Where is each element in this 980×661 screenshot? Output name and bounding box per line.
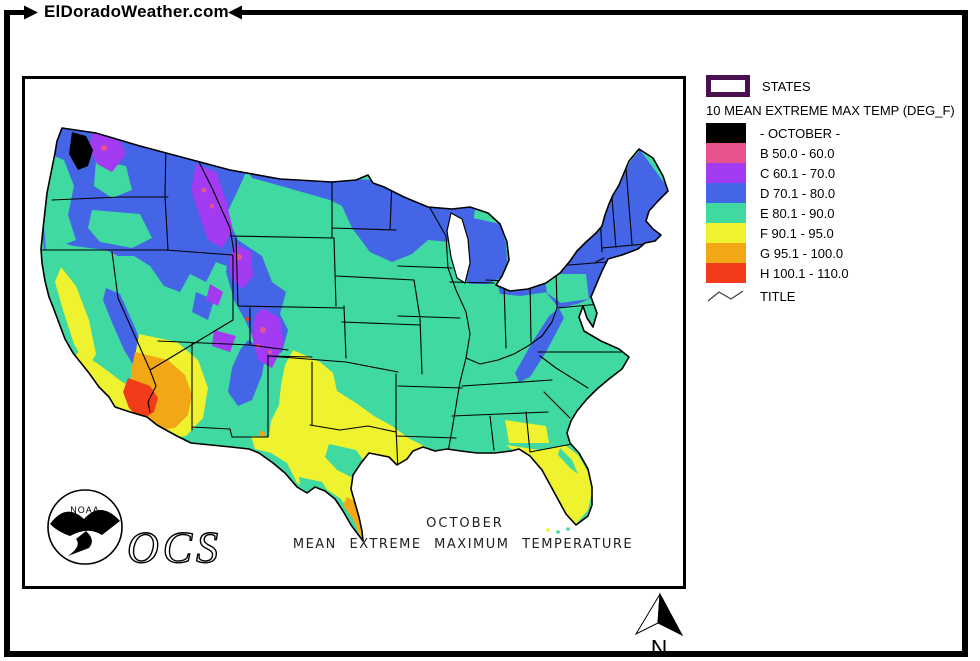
- legend-label: H 100.1 - 110.0: [760, 265, 849, 281]
- legend-label: F 90.1 - 95.0: [760, 225, 834, 241]
- noaa-logo-text: NOAA: [70, 505, 100, 515]
- caption-month: OCTOBER: [426, 516, 504, 531]
- site-title: ElDoradoWeather.com: [40, 1, 233, 23]
- legend-swatch: [706, 263, 746, 283]
- legend-swatch: [706, 183, 746, 203]
- map-frame: OCTOBER MEAN EXTREME MAXIMUM TEMPERATURE…: [22, 76, 686, 589]
- legend-swatch: [706, 203, 746, 223]
- legend-label: D 70.1 - 80.0: [760, 185, 836, 201]
- north-label: N: [651, 635, 668, 661]
- legend-layer-title: 10 MEAN EXTREME MAX TEMP (DEG_F): [706, 103, 955, 118]
- legend-title-label: TITLE: [760, 288, 796, 304]
- north-arrow: N: [634, 592, 684, 661]
- legend-states-row: STATES: [706, 74, 978, 98]
- temperature-layer: [41, 128, 668, 541]
- noaa-logo: NOAA: [47, 489, 123, 565]
- legend-swatch: [706, 123, 746, 143]
- legend-label: C 60.1 - 70.0: [760, 165, 836, 181]
- legend-row: G 95.1 - 100.0: [706, 243, 978, 263]
- great-lakes: [446, 212, 471, 284]
- legend-row: B 50.0 - 60.0: [706, 143, 978, 163]
- legend-title-row: TITLE: [706, 285, 978, 307]
- legend-swatch: [706, 223, 746, 243]
- noaa-bird-tail-icon: [68, 531, 92, 556]
- legend-swatch: [706, 163, 746, 183]
- legend-label: B 50.0 - 60.0: [760, 145, 835, 161]
- legend-label: - OCTOBER -: [760, 125, 840, 141]
- legend-row: E 80.1 - 90.0: [706, 203, 978, 223]
- legend-swatch: [706, 143, 746, 163]
- legend-panel: STATES 10 MEAN EXTREME MAX TEMP (DEG_F) …: [706, 74, 978, 307]
- legend-swatch: [706, 243, 746, 263]
- legend-label: G 95.1 - 100.0: [760, 245, 844, 261]
- map-caption: OCTOBER MEAN EXTREME MAXIMUM TEMPERATURE: [293, 516, 633, 552]
- states-label: STATES: [762, 78, 811, 94]
- legend-label: E 80.1 - 90.0: [760, 205, 835, 221]
- us-outline: [40, 127, 669, 542]
- legend-row: F 90.1 - 95.0: [706, 223, 978, 243]
- states-swatch: [706, 75, 750, 97]
- arrow-right-icon: [24, 5, 38, 20]
- florida-keys: [546, 527, 570, 534]
- us-temperature-map: OCTOBER MEAN EXTREME MAXIMUM TEMPERATURE…: [40, 127, 669, 573]
- legend-row: - OCTOBER -: [706, 123, 978, 143]
- noaa-bird-icon: [50, 509, 120, 536]
- ocs-logo: OCS: [127, 523, 222, 572]
- legend-row: H 100.1 - 110.0: [706, 263, 978, 283]
- caption-title: MEAN EXTREME MAXIMUM TEMPERATURE: [293, 537, 633, 552]
- zigzag-line-icon: [707, 290, 744, 302]
- legend-row: C 60.1 - 70.0: [706, 163, 978, 183]
- legend-row: D 70.1 - 80.0: [706, 183, 978, 203]
